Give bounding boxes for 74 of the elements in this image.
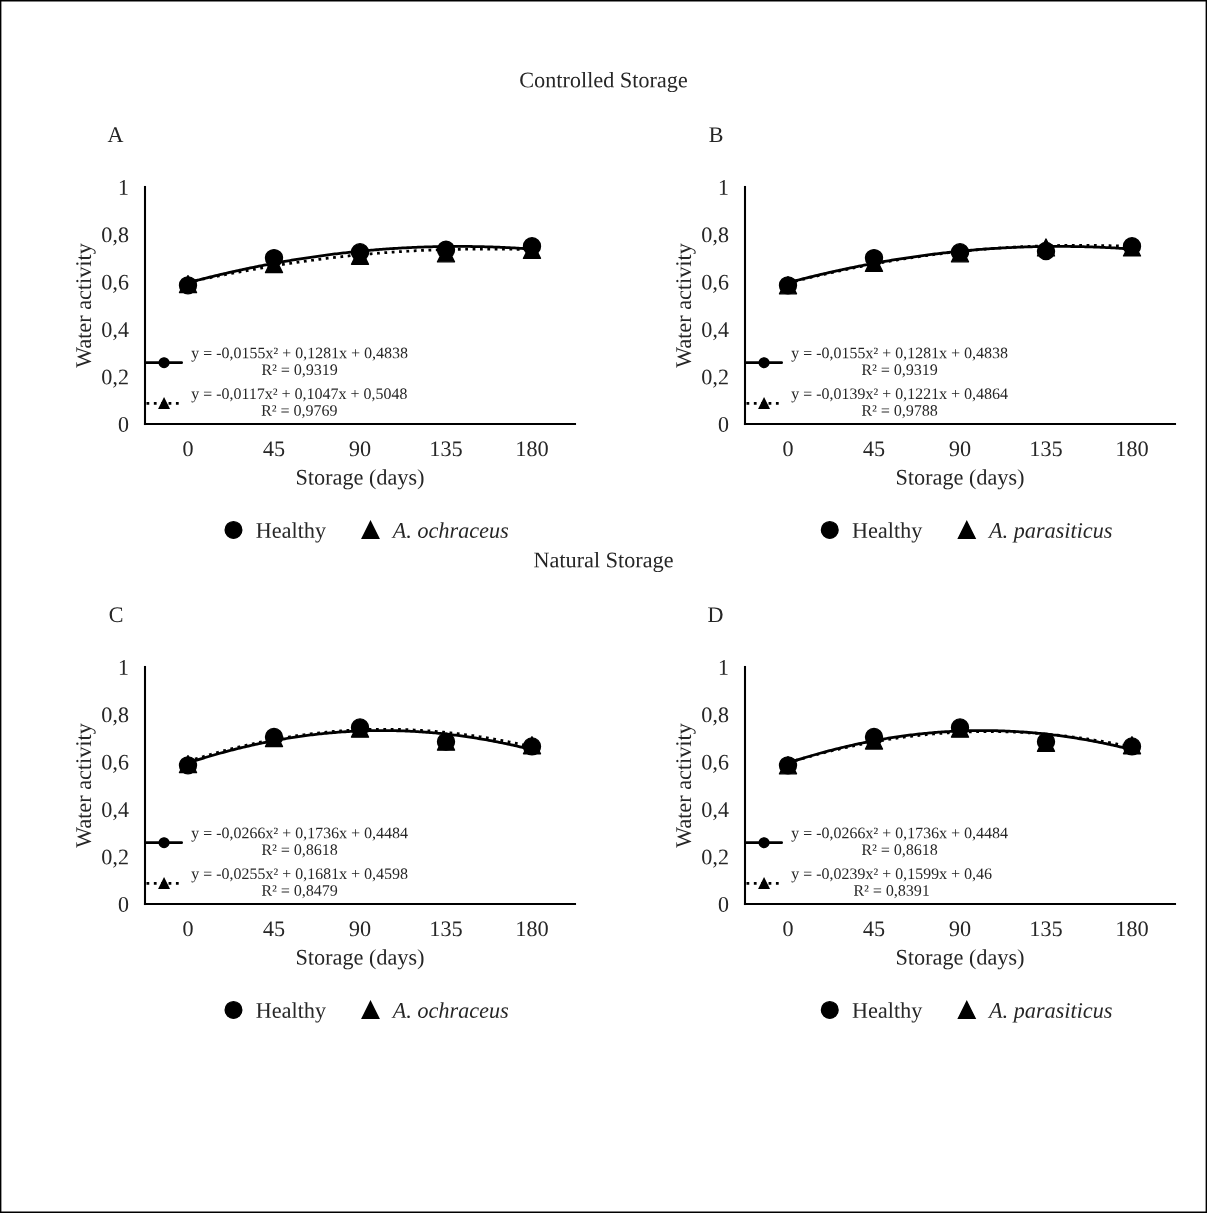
x-tick-label: 135 (1031, 441, 1062, 457)
x-tick-label: 0 (783, 921, 793, 937)
x-tick-label: 45 (863, 921, 885, 937)
y-tick-label: 0,2 (102, 849, 128, 868)
x-tick-label: 45 (263, 921, 285, 937)
legend-label: A. ochraceus (391, 1002, 509, 1019)
y-tick-label: 0,6 (702, 754, 729, 773)
y-tick-label: 0 (118, 416, 129, 432)
x-axis-title: Storage (days) (897, 949, 1024, 970)
y-tick-label: 0,6 (102, 754, 129, 773)
legend-label: A. ochraceus (391, 522, 509, 539)
legend-label: y = -0,0139x² + 0,1221x + 0,4864 R² = 0,9788 (791, 388, 1008, 419)
y-tick-label: 0,8 (102, 227, 129, 246)
x-tick-label: 90 (949, 441, 971, 457)
x-axis-title: Storage (days) (897, 469, 1024, 490)
chart-title: D (708, 607, 723, 623)
y-tick-label: 1 (119, 180, 128, 195)
y-tick-label: 0,2 (702, 849, 728, 868)
y-tick-label: 0,6 (102, 274, 129, 293)
legend-label: A. parasiticus (987, 523, 1112, 543)
y-tick-label: 0,8 (102, 707, 129, 726)
x-tick-label: 90 (949, 921, 971, 937)
y-axis-title: Water activity (676, 243, 696, 368)
x-tick-label: 135 (431, 921, 462, 937)
x-tick-label: 90 (349, 441, 371, 457)
y-tick-label: 0,4 (102, 802, 129, 821)
y-axis-title: Water activity (676, 723, 696, 848)
y-tick-label: 1 (719, 180, 728, 195)
y-tick-label: 0,8 (702, 707, 729, 726)
x-tick-label: 135 (431, 441, 462, 457)
y-tick-label: 0,6 (702, 274, 729, 293)
legend-label: A. parasiticus (987, 1003, 1112, 1023)
legend-label: Healthy (256, 522, 326, 543)
y-tick-label: 1 (719, 660, 728, 675)
legend-label: y = -0,0155x² + 0,1281x + 0,4838 R² = 0,9319 (791, 347, 1008, 378)
x-tick-label: 180 (517, 921, 548, 937)
y-tick-label: 0,4 (702, 802, 729, 821)
chart-subtitle: Natural Storage (534, 551, 673, 573)
x-tick-label: 0 (783, 441, 793, 457)
legend-label: Healthy (852, 522, 923, 543)
y-tick-label: 0 (718, 896, 729, 912)
x-axis-title: Storage (days) (297, 949, 424, 970)
x-tick-label: 0 (183, 441, 193, 457)
chart-title: C (109, 607, 123, 623)
y-tick-label: 0,8 (702, 227, 729, 246)
legend-label: Healthy (852, 1002, 923, 1023)
legend-label: Healthy (256, 1002, 326, 1023)
y-tick-label: 0,2 (702, 369, 728, 388)
x-axis-title: Storage (days) (297, 469, 424, 490)
y-tick-label: 0 (118, 896, 129, 912)
legend-label: y = -0,0117x² + 0,1047x + 0,5048 R² = 0,9769 (191, 388, 407, 419)
legend-label: y = -0,0255x² + 0,1681x + 0,4598 R² = 0,8479 (191, 868, 408, 899)
y-tick-label: 0,4 (702, 322, 729, 341)
y-tick-label: 1 (119, 660, 128, 675)
x-tick-label: 45 (863, 441, 885, 457)
x-tick-label: 135 (1031, 921, 1062, 937)
x-tick-label: 45 (263, 441, 285, 457)
chart-subtitle: Controlled Storage (520, 71, 687, 93)
y-tick-label: 0,4 (102, 322, 129, 341)
chart-title: B (709, 127, 723, 143)
legend-label: y = -0,0266x² + 0,1736x + 0,4484 R² = 0,8618 (791, 827, 1008, 858)
legend-label: y = -0,0239x² + 0,1599x + 0,46 R² = 0,8391 (791, 868, 992, 899)
x-tick-label: 90 (349, 921, 371, 937)
chart-title: A (107, 127, 124, 142)
y-tick-label: 0,2 (102, 369, 128, 388)
legend-label: y = -0,0266x² + 0,1736x + 0,4484 R² = 0,8618 (191, 827, 408, 858)
y-axis-title: Water activity (76, 723, 96, 848)
x-tick-label: 180 (1117, 921, 1148, 937)
x-tick-label: 180 (1117, 441, 1148, 457)
y-tick-label: 0 (718, 416, 729, 432)
legend-label: y = -0,0155x² + 0,1281x + 0,4838 R² = 0,9319 (191, 347, 408, 378)
x-tick-label: 0 (183, 921, 193, 937)
x-tick-label: 180 (517, 441, 548, 457)
y-axis-title: Water activity (76, 243, 96, 368)
